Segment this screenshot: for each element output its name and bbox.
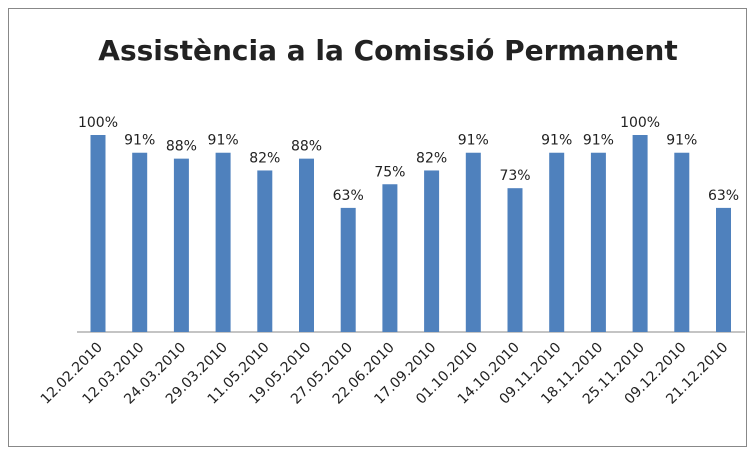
data-label: 91% <box>541 133 572 149</box>
data-label: 100% <box>620 115 660 131</box>
data-label: 91% <box>666 133 697 149</box>
bar <box>507 188 523 332</box>
data-label: 82% <box>416 150 447 166</box>
bar <box>465 152 481 332</box>
bar <box>90 135 106 332</box>
data-label: 75% <box>374 164 405 180</box>
bar <box>632 135 648 332</box>
data-label: 91% <box>208 133 239 149</box>
bar <box>257 170 273 332</box>
chart-title: Assistència a la Comissió Permanent <box>98 34 677 67</box>
data-label: 91% <box>458 133 489 149</box>
bar <box>424 170 440 332</box>
bar <box>340 207 356 332</box>
data-label: 91% <box>583 133 614 149</box>
data-label: 73% <box>499 168 530 184</box>
bar <box>590 152 606 332</box>
data-label: 63% <box>708 188 739 204</box>
data-label: 88% <box>166 139 197 155</box>
chart-frame <box>8 8 747 447</box>
bar <box>549 152 565 332</box>
bar <box>132 152 148 332</box>
bar <box>674 152 690 332</box>
data-label: 100% <box>78 115 118 131</box>
data-label: 91% <box>124 133 155 149</box>
bar <box>382 184 398 332</box>
data-label: 82% <box>249 150 280 166</box>
bar <box>173 158 189 332</box>
bar <box>716 207 731 332</box>
data-label: 63% <box>333 188 364 204</box>
data-label: 88% <box>291 139 322 155</box>
bar <box>215 152 231 332</box>
bar <box>299 158 314 332</box>
